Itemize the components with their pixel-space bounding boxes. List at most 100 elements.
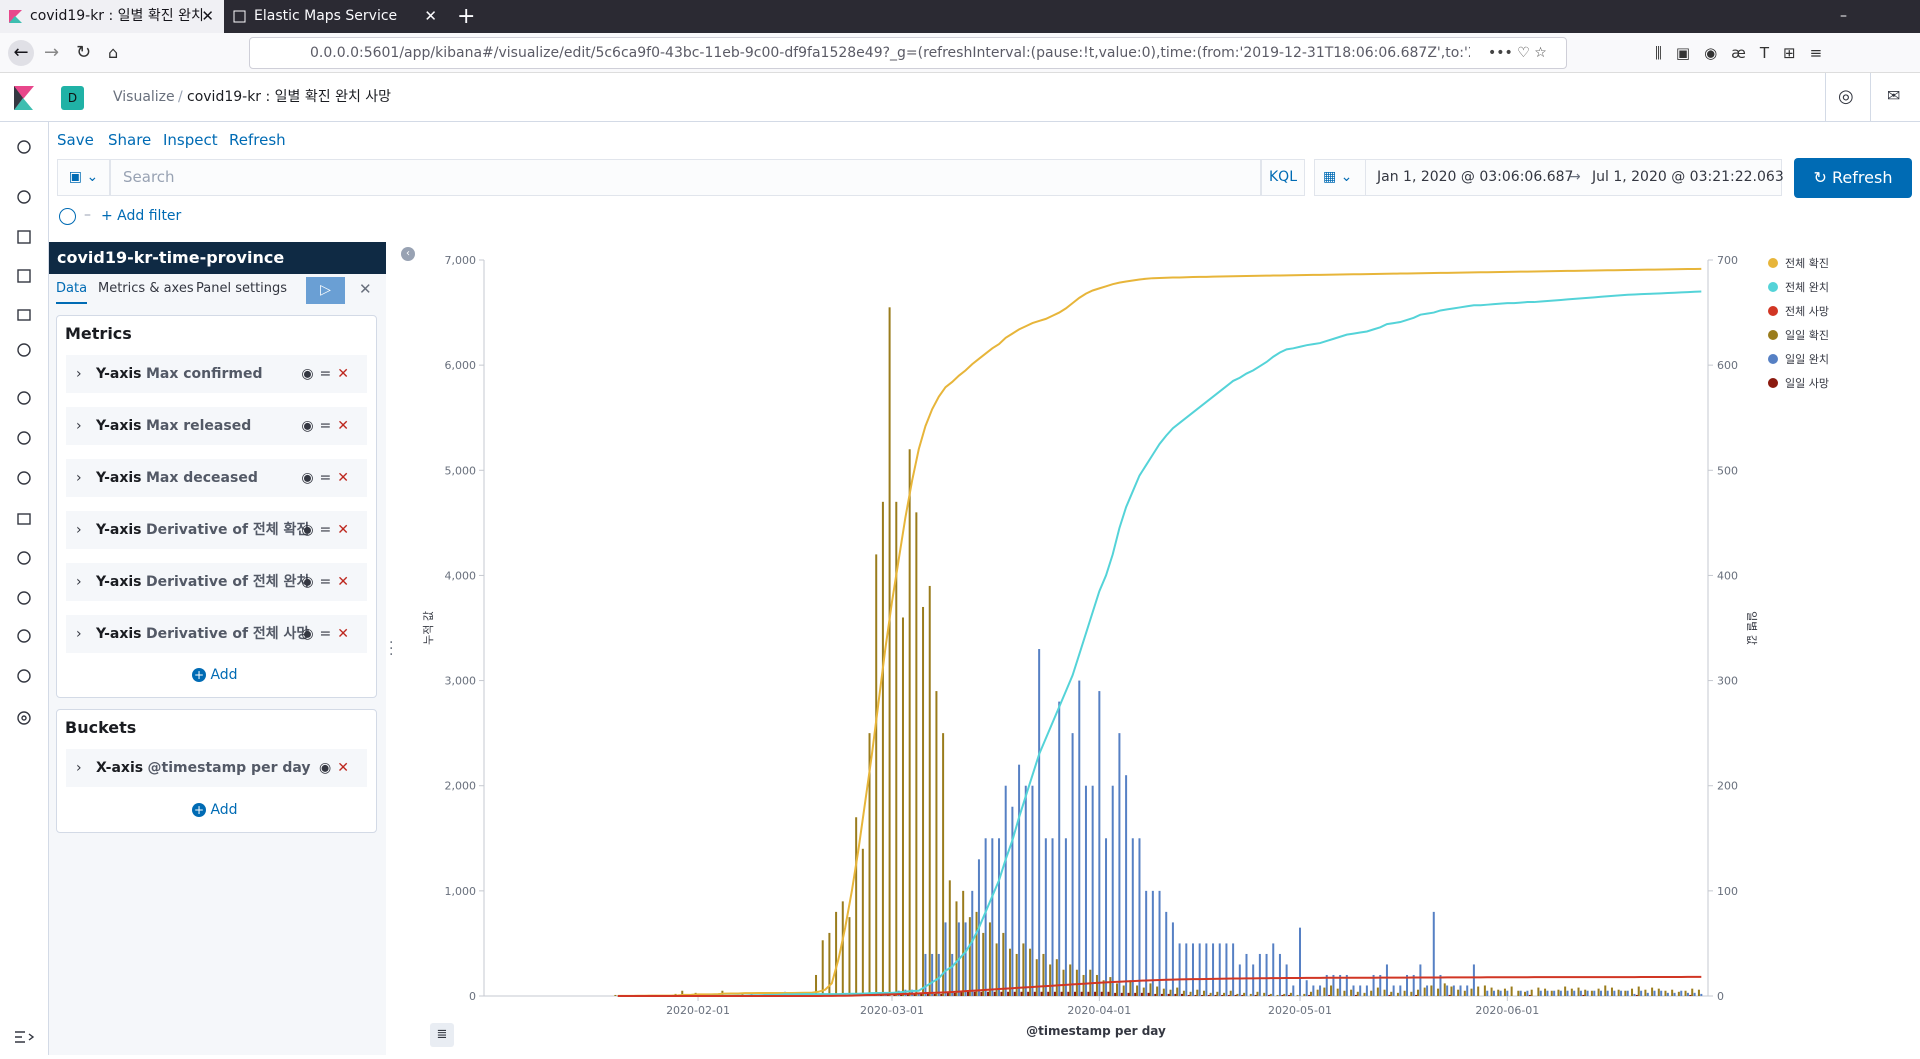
- top-nav-link[interactable]: Inspect: [163, 131, 218, 149]
- agg-row[interactable]: › Y-axis Max deceased ◉=✕: [66, 459, 367, 497]
- row-actions[interactable]: ◉✕: [319, 760, 355, 776]
- bar: [1111, 785, 1114, 996]
- back-button[interactable]: ←: [8, 40, 34, 66]
- bar: [1553, 990, 1556, 996]
- bar: [1517, 990, 1520, 996]
- apply-button[interactable]: ▷: [306, 277, 345, 304]
- search-input[interactable]: Search: [110, 159, 1261, 196]
- bar: [1490, 987, 1493, 996]
- row-actions[interactable]: ◉=✕: [301, 522, 355, 538]
- bar: [1530, 989, 1533, 996]
- browser-tab[interactable]: covid19-kr : 일별 확진 완치 ✕: [0, 0, 224, 33]
- help-icon[interactable]: ◎: [1838, 86, 1854, 107]
- add-bucket[interactable]: + Add: [192, 802, 238, 818]
- kibana-logo: [14, 86, 34, 110]
- mail-icon[interactable]: ✉: [1887, 86, 1901, 105]
- editor-tab[interactable]: Panel settings: [196, 281, 288, 296]
- editor-tab[interactable]: Data: [56, 274, 88, 304]
- bar: [1196, 989, 1199, 996]
- agg-axis: X-axis: [96, 760, 144, 776]
- bar: [917, 992, 920, 996]
- toolbar-icons[interactable]: ⫼▣◉æT⊞≡: [1655, 44, 1837, 62]
- bar: [1225, 943, 1228, 996]
- bar: [1281, 994, 1284, 996]
- top-nav-link[interactable]: Refresh: [229, 131, 286, 149]
- bar: [815, 974, 818, 996]
- bar: [1550, 990, 1553, 996]
- home-button[interactable]: ⌂: [108, 43, 119, 62]
- legend-toggle[interactable]: ≣: [430, 1023, 454, 1047]
- row-actions[interactable]: ◉=✕: [301, 418, 355, 434]
- row-actions[interactable]: ◉=✕: [301, 574, 355, 590]
- bar: [1486, 990, 1489, 996]
- row-actions[interactable]: ◉=✕: [301, 626, 355, 642]
- breadcrumb[interactable]: Visualize: [113, 89, 175, 105]
- bar: [1292, 985, 1295, 996]
- top-nav-link[interactable]: Share: [108, 131, 152, 149]
- calendar-icon[interactable]: ▦ ⌄: [1323, 169, 1353, 185]
- bar: [1062, 969, 1065, 996]
- reload-button[interactable]: ↻: [76, 42, 92, 63]
- agg-row[interactable]: › Y-axis Max released ◉=✕: [66, 407, 367, 445]
- bar: [1100, 991, 1103, 996]
- page-actions[interactable]: ••• ♡ ☆: [1488, 45, 1547, 61]
- time-from[interactable]: Jan 1, 2020 @ 03:06:06.687: [1377, 169, 1574, 185]
- collapse-button[interactable]: ‹: [401, 247, 415, 261]
- row-actions[interactable]: ◉=✕: [301, 470, 355, 486]
- agg-row[interactable]: › Y-axis Max confirmed ◉=✕: [66, 355, 367, 393]
- bar: [1686, 992, 1689, 996]
- bar: [1593, 990, 1596, 996]
- bar: [1013, 991, 1016, 996]
- bar: [1309, 991, 1312, 996]
- kql-toggle[interactable]: KQL: [1261, 159, 1305, 196]
- bar: [1359, 985, 1362, 996]
- bar: [906, 993, 909, 996]
- y2-tick-label: 100: [1717, 885, 1738, 898]
- bar: [1136, 985, 1139, 996]
- legend-label: 일일 확진: [1785, 328, 1829, 342]
- nav-icons[interactable]: [0, 122, 49, 1055]
- row-actions[interactable]: ◉=✕: [301, 366, 355, 382]
- bar: [1539, 990, 1542, 996]
- editor-tab[interactable]: Metrics & axes: [98, 281, 194, 296]
- forward-button[interactable]: →: [44, 42, 60, 63]
- bar: [1472, 964, 1475, 996]
- bar: [1443, 983, 1446, 996]
- agg-row[interactable]: › X-axis @timestamp per day ◉✕: [66, 749, 367, 787]
- bar: [1221, 994, 1224, 996]
- bar: [1415, 994, 1418, 996]
- bar: [1140, 992, 1143, 996]
- bar: [1022, 943, 1025, 996]
- agg-row[interactable]: › Y-axis Derivative of 전체 확진 ◉=✕: [66, 511, 367, 549]
- chevron: ›: [76, 574, 82, 590]
- url-field[interactable]: [249, 37, 1567, 69]
- discard-button[interactable]: ✕: [359, 280, 372, 298]
- bar: [868, 733, 871, 996]
- bar: [1105, 838, 1108, 996]
- top-nav-link[interactable]: Save: [57, 131, 94, 149]
- add-filter[interactable]: + Add filter: [101, 208, 182, 224]
- refresh-button[interactable]: ↻ Refresh: [1794, 158, 1912, 198]
- bar: [681, 990, 684, 996]
- add-label: Add: [210, 802, 238, 818]
- date-picker[interactable]: [1314, 159, 1782, 196]
- bar: [1497, 989, 1500, 996]
- bar: [1182, 990, 1185, 996]
- add-metric[interactable]: + Add: [192, 667, 238, 683]
- agg-row[interactable]: › Y-axis Derivative of 전체 사망 ◉=✕: [66, 615, 367, 653]
- filter-icon[interactable]: [59, 208, 76, 225]
- agg-label: Max confirmed: [145, 366, 263, 382]
- bar: [1376, 987, 1379, 996]
- agg-label: Max released: [145, 418, 252, 434]
- space-avatar[interactable]: D: [61, 86, 84, 110]
- agg-row[interactable]: › Y-axis Derivative of 전체 완치 ◉=✕: [66, 563, 367, 601]
- new-tab[interactable]: +: [457, 4, 476, 29]
- time-to[interactable]: Jul 1, 2020 @ 03:21:22.063: [1592, 169, 1784, 185]
- bar: [1452, 985, 1455, 996]
- saved-query-button[interactable]: ▣ ⌄: [57, 159, 110, 196]
- bar: [881, 501, 884, 996]
- browser-tab[interactable]: Elastic Maps Service ✕: [224, 0, 447, 33]
- x-tick-label: 2020-03-01: [860, 1004, 924, 1017]
- resize-handle[interactable]: · · ·: [389, 635, 394, 663]
- bar: [1586, 990, 1589, 996]
